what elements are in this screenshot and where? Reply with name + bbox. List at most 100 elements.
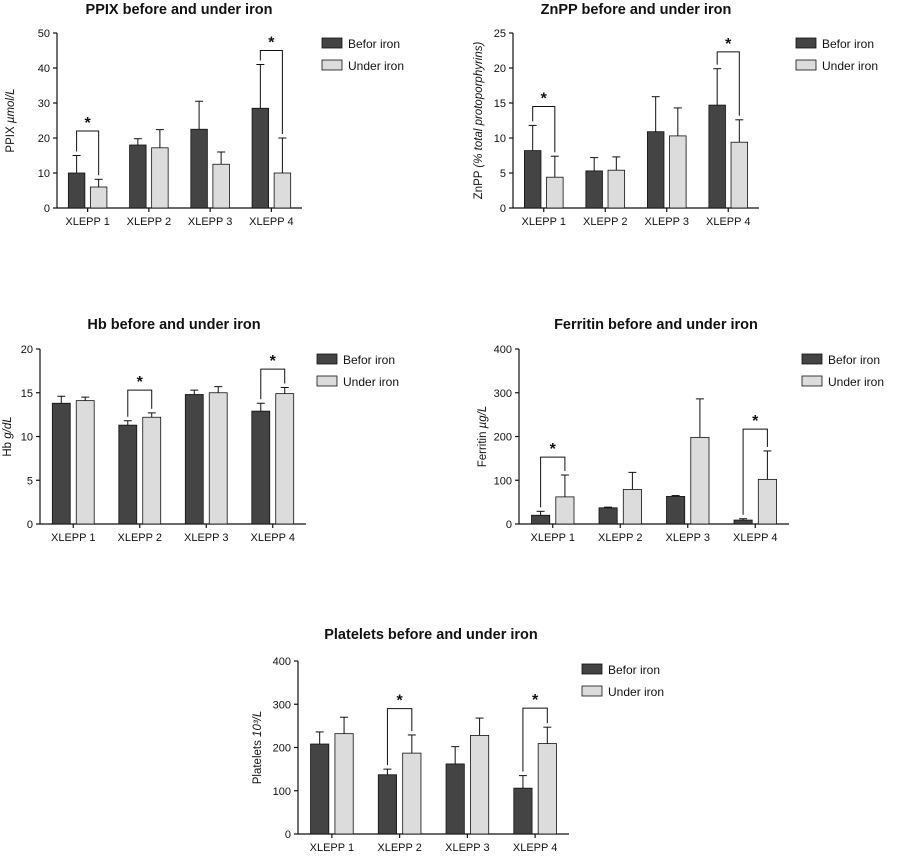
significance-star: * [550,441,557,458]
bar [151,147,169,209]
chart-ppix-svg: PPIX before and under iron PPIX µmol/L 0… [5,2,404,228]
significance-bracket [522,707,548,772]
y-axis-label: ZnPP (% total protoporphyrins) [473,41,485,199]
y-tick-label: 0 [285,829,291,841]
chart-ppix: PPIX before and under iron PPIX µmol/L 0… [0,0,456,240]
bar [445,763,465,835]
x-tick-label: XLEPP 4 [249,216,293,228]
chart-title: Platelets before and under iron [324,627,538,643]
bar [585,170,603,209]
x-tick-label: XLEPP 3 [188,216,232,228]
significance-star: * [541,91,548,108]
x-tick-label: XLEPP 2 [598,532,642,544]
chart-title: ZnPP before and under iron [541,2,732,18]
y-tick-label: 15 [494,98,506,110]
significance-star: * [268,35,275,52]
y-tick-label: 20 [38,133,50,145]
chart-title: Ferritin before and under iron [554,317,758,333]
legend-swatch [801,353,823,365]
x-tick-label: XLEPP 3 [445,842,489,854]
y-tick-label: 25 [494,28,506,40]
bar [118,424,138,525]
bar [531,514,551,525]
bar [607,169,626,209]
legend-swatch [795,37,817,49]
bar [208,392,228,525]
y-tick-label: 10 [21,432,33,444]
x-tick-label: XLEPP 2 [118,532,162,544]
y-tick-label: 0 [44,203,50,215]
bar [89,186,108,209]
bar [555,496,575,525]
bar [184,394,204,525]
x-tick-label: XLEPP 1 [310,842,354,854]
bar [275,393,295,525]
chart-znpp-svg: ZnPP before and under iron ZnPP (% total… [473,2,878,228]
legend-swatch [316,353,338,365]
bar [310,743,330,835]
y-axis-label: Ferritin µg/L [477,406,489,468]
x-tick-label: XLEPP 1 [531,532,575,544]
significance-star: * [137,374,144,391]
bar [622,489,642,525]
bar [513,787,533,835]
legend-label: Under iron [822,59,878,73]
y-tick-label: 0 [506,519,512,531]
bar [251,410,271,525]
y-tick-label: 300 [273,699,291,711]
y-axis-label: PPIX µmol/L [5,88,17,152]
chart-title: PPIX before and under iron [86,2,273,18]
x-tick-label: XLEPP 1 [51,532,95,544]
significance-bracket [716,51,740,116]
chart-ferritin: Ferritin before and under iron Ferritin … [456,312,913,552]
bar [334,733,354,835]
bar [730,141,749,209]
y-tick-label: 100 [273,786,291,798]
chart-hb: Hb before and under iron Hb g/dL 0 5 10 15 2… [0,312,456,552]
significance-bracket [742,428,768,515]
chart-platelets-svg: Platelets before and under iron Platelet… [252,627,664,854]
y-tick-label: 0 [500,203,506,215]
bar [690,436,710,525]
legend-swatch [581,663,603,675]
significance-bracket [532,106,556,153]
y-tick-label: 50 [38,28,50,40]
significance-star: * [725,36,732,53]
significance-star: * [752,413,759,430]
bar [273,172,292,209]
legend-swatch [801,375,823,387]
significance-star: * [85,115,92,132]
x-tick-label: XLEPP 2 [377,842,421,854]
chart-title: Hb before and under iron [87,317,260,333]
y-tick-label: 5 [27,475,33,487]
bar [251,107,270,209]
legend-label: Befor iron [828,353,880,367]
legend-label: Befor iron [343,353,395,367]
legend-swatch [581,685,603,697]
legend-label: Under iron [828,375,884,389]
y-axis-label: Platelets 10³/L [252,711,264,785]
significance-bracket [540,456,566,508]
y-tick-label: 200 [494,432,512,444]
y-tick-label: 0 [27,519,33,531]
x-tick-label: XLEPP 3 [666,532,710,544]
y-tick-label: 10 [494,133,506,145]
legend-swatch [316,375,338,387]
chart-hb-svg: Hb before and under iron Hb g/dL 0 5 10 15 2… [2,317,399,544]
y-tick-label: 15 [21,388,33,400]
legend-label: Befor iron [608,663,660,677]
significance-bracket [260,368,286,400]
bar [757,478,777,525]
legend-label: Befor iron [822,37,874,51]
y-tick-label: 20 [21,344,33,356]
significance-star: * [270,353,277,370]
legend-label: Under iron [343,375,399,389]
significance-bracket [127,389,153,417]
bar [190,128,208,209]
legend-swatch [321,59,343,71]
legend-label: Under iron [608,685,664,699]
bar [212,163,230,209]
y-tick-label: 300 [494,388,512,400]
x-tick-label: XLEPP 2 [127,216,171,228]
x-tick-label: XLEPP 4 [706,216,750,228]
